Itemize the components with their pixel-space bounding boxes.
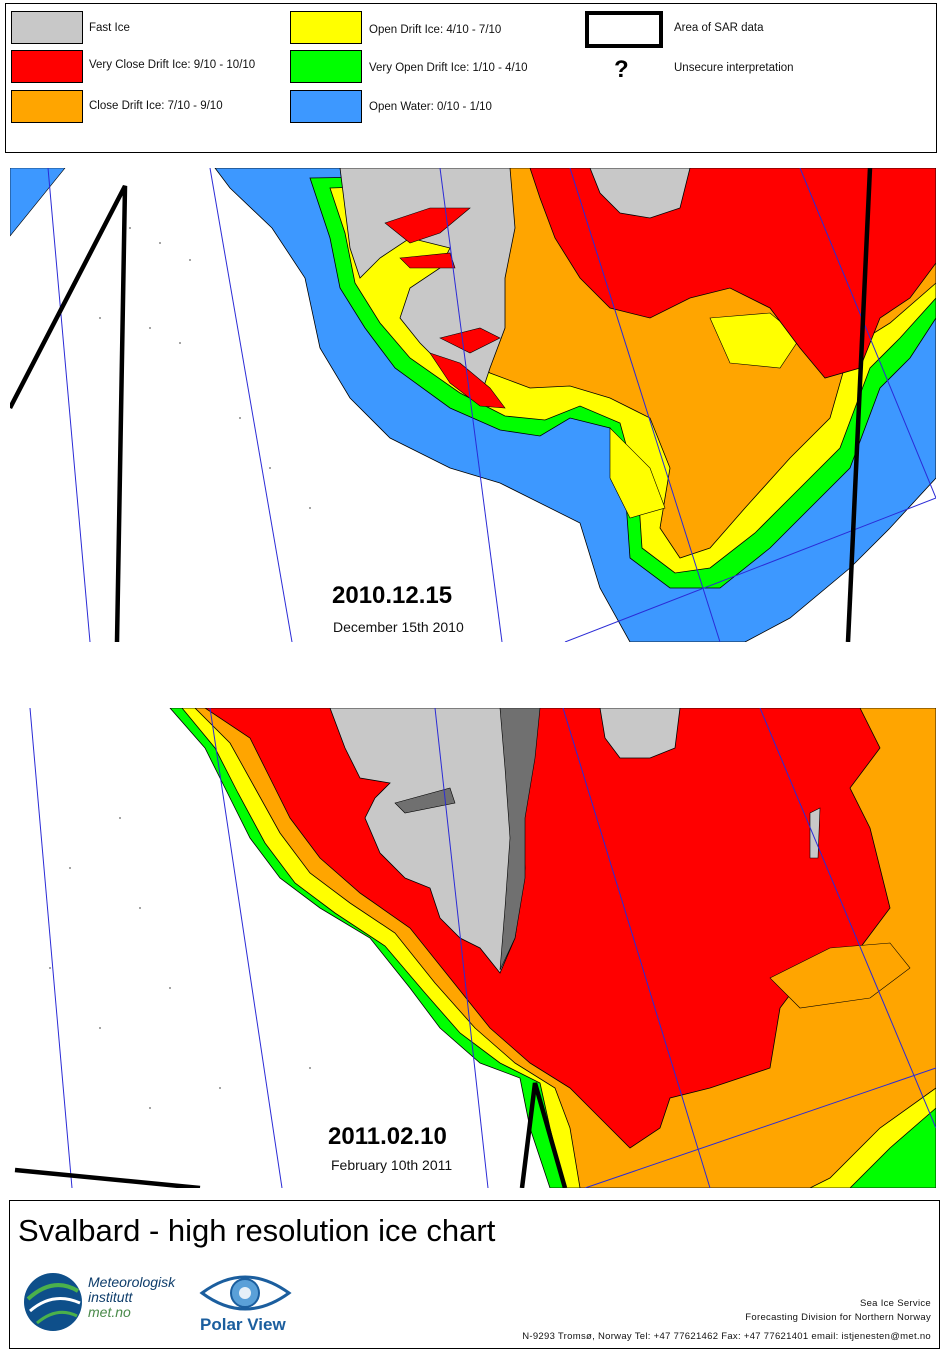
eye-icon bbox=[199, 1275, 292, 1311]
legend-label-close: Close Drift Ice: 7/10 - 9/10 bbox=[89, 100, 223, 112]
address-text: N-9293 Tromsø, Norway Tel: +47 77621462 … bbox=[522, 1331, 931, 1342]
very-close-drift-ice-swatch bbox=[11, 50, 83, 83]
sar-area-outline bbox=[14, 1082, 568, 1188]
open-water-swatch bbox=[290, 90, 362, 123]
chart-title: Svalbard - high resolution ice chart bbox=[18, 1213, 496, 1248]
legend-label-open-water: Open Water: 0/10 - 1/10 bbox=[369, 101, 492, 113]
division-text: Forecasting Division for Northern Norway bbox=[745, 1312, 931, 1323]
sar-area-swatch bbox=[585, 11, 663, 48]
question-mark-icon: ? bbox=[614, 56, 629, 83]
met-logo-text: Meteorologisk institutt met.no bbox=[88, 1275, 175, 1320]
met-logo-line1: Meteorologisk bbox=[88, 1274, 176, 1290]
very-close-drift-ice bbox=[529, 168, 936, 379]
ice-map-2010-12-15: 2010.12.15 December 15th 2010 bbox=[10, 168, 936, 642]
fast-ice-swatch bbox=[11, 11, 83, 44]
polar-view-label: Polar View bbox=[200, 1315, 286, 1334]
ice-chart-2-graphic bbox=[14, 708, 936, 1188]
legend-label-sar: Area of SAR data bbox=[674, 22, 764, 34]
grid-lines bbox=[29, 708, 936, 1188]
very-open-drift-ice-swatch bbox=[290, 50, 362, 83]
met-logo-line2: institutt bbox=[88, 1289, 133, 1305]
map-dots bbox=[49, 817, 311, 1109]
fast-ice-land-east bbox=[589, 168, 691, 219]
met-no-logo: Meteorologisk institutt met.no bbox=[22, 1269, 202, 1333]
legend-label-very-open: Very Open Drift Ice: 1/10 - 4/10 bbox=[369, 62, 528, 74]
met-globe-icon bbox=[24, 1273, 82, 1331]
map-dots bbox=[99, 227, 311, 509]
grid-lines bbox=[47, 168, 936, 642]
polar-view-logo: Polar View bbox=[198, 1271, 298, 1335]
map-subtitle-2: February 10th 2011 bbox=[331, 1157, 453, 1173]
legend-label-open: Open Drift Ice: 4/10 - 7/10 bbox=[369, 24, 502, 36]
met-logo-line3: met.no bbox=[88, 1304, 131, 1320]
legend-label-very-close: Very Close Drift Ice: 9/10 - 10/10 bbox=[89, 59, 256, 71]
sar-area-outline bbox=[10, 168, 873, 642]
open-drift-ice-swatch bbox=[290, 11, 362, 44]
dark-land bbox=[499, 708, 541, 971]
ice-map-2011-02-10: 2011.02.10 February 10th 2011 bbox=[10, 708, 936, 1188]
map-date-2: 2011.02.10 bbox=[328, 1123, 447, 1150]
fast-ice-land-east bbox=[599, 708, 681, 759]
ice-chart-1-graphic bbox=[10, 168, 936, 642]
footer-panel: Svalbard - high resolution ice chart Met… bbox=[9, 1200, 940, 1349]
open-water-corner bbox=[10, 168, 66, 237]
legend-panel: Fast Ice Very Close Drift Ice: 9/10 - 10… bbox=[5, 3, 937, 153]
legend-label-unsecure: Unsecure interpretation bbox=[674, 62, 794, 74]
map-date-1: 2010.12.15 bbox=[332, 582, 453, 609]
map-subtitle-1: December 15th 2010 bbox=[333, 619, 464, 635]
service-text: Sea Ice Service bbox=[859, 1298, 931, 1309]
close-drift-ice-swatch bbox=[11, 90, 83, 123]
legend-label-fast-ice: Fast Ice bbox=[89, 22, 130, 34]
